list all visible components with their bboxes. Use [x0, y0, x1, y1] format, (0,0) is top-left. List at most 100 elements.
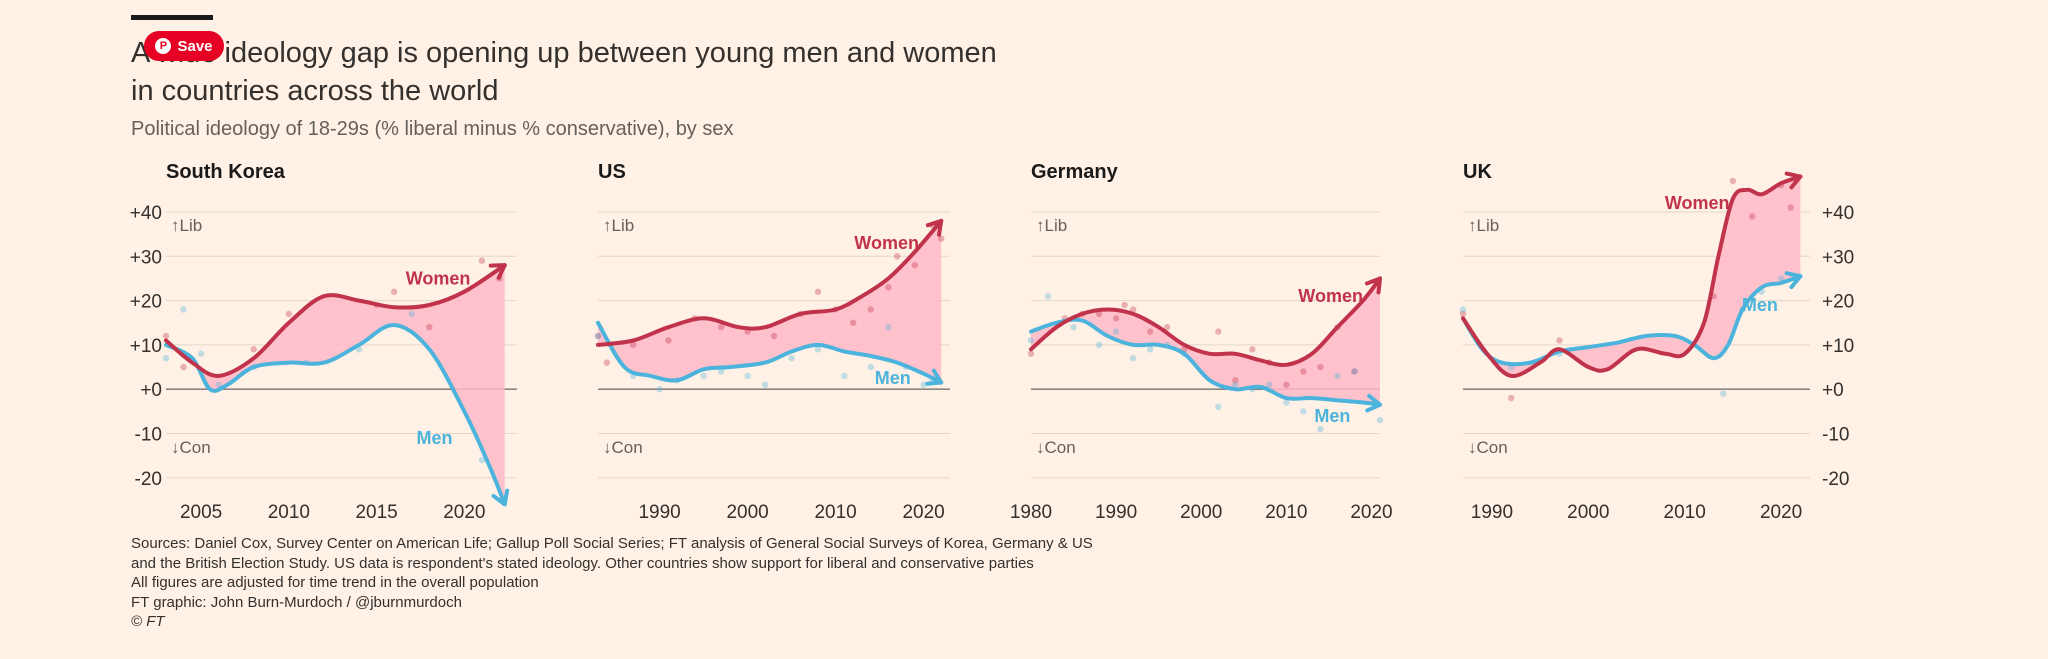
uk-women-arrow	[1784, 171, 1803, 190]
south-korea-women-label: Women	[406, 268, 471, 288]
germany-men-data-point	[1376, 417, 1384, 424]
uk-women-label: Women	[1665, 193, 1730, 213]
us-x-tick-label: 2010	[814, 502, 856, 523]
south-korea-x-tick-label: 2010	[268, 502, 310, 523]
south-korea-women-data-point	[478, 257, 486, 264]
us-women-arrow	[925, 218, 944, 237]
us-con-note: ↓Con	[603, 438, 643, 457]
uk-gap-fill	[1463, 176, 1801, 377]
uk-y-tick-label: +10	[1822, 336, 1854, 357]
title-line-2: in countries across the world	[131, 75, 499, 107]
germany-x-tick-label: 1980	[1010, 502, 1052, 523]
uk-y-tick-label: +30	[1822, 247, 1854, 268]
chart-title: A wide ideology gap is opening up betwee…	[131, 34, 1031, 110]
us-women-data-point	[718, 323, 725, 331]
south-korea-women-arrow	[488, 263, 507, 280]
germany-women-data-point	[1146, 328, 1154, 335]
germany-women-data-point	[1232, 377, 1239, 384]
germany-men-data-point	[1283, 399, 1290, 406]
germany-women-arrow	[1364, 276, 1382, 295]
germany-men-data-point	[1215, 403, 1222, 411]
adjustment-note: All figures are adjusted for time trend …	[131, 574, 539, 591]
us-women-line	[596, 218, 944, 347]
us-men-data-point	[867, 363, 874, 371]
germany-men-arrow	[1365, 393, 1382, 413]
us-women-label: Women	[854, 233, 919, 253]
germany-women-data-point	[1095, 310, 1103, 318]
us-panel-title: US	[598, 161, 626, 183]
germany-women-data-point	[1283, 381, 1290, 388]
south-korea-y-tick-label: +30	[130, 247, 162, 268]
uk-lib-note: ↑Lib	[1468, 216, 1499, 235]
us-women-data-point	[850, 319, 857, 326]
germany-lib-note: ↑Lib	[1036, 216, 1067, 235]
germany-men-line	[1029, 317, 1382, 407]
uk-women-data-point	[1556, 337, 1563, 344]
germany-men-data-point	[1044, 292, 1052, 300]
uk-women-data-point	[1729, 177, 1737, 185]
germany-men-data-point	[1317, 425, 1324, 433]
germany-men-data-point	[1232, 381, 1239, 388]
save-label: Save	[177, 37, 213, 55]
south-korea-y-tick-label: +0	[140, 380, 162, 401]
uk-x-tick-label: 1990	[1471, 502, 1513, 523]
uk-x-tick-label: 2010	[1664, 502, 1706, 523]
south-korea-men-data-point	[180, 306, 187, 313]
south-korea-x-tick-label: 2020	[443, 502, 485, 523]
south-korea-men-data-point	[478, 456, 486, 464]
south-korea-men-label: Men	[417, 428, 453, 448]
south-korea-y-tick-label: +10	[130, 336, 162, 357]
south-korea-women-data-point	[162, 332, 170, 340]
south-korea-y-tick-label: -10	[135, 425, 162, 446]
us-men-data-point	[841, 372, 848, 380]
us-women-data-point	[911, 261, 918, 269]
south-korea-women-data-point	[390, 288, 398, 295]
germany-women-data-point	[1215, 328, 1222, 335]
germany-x-tick-label: 2010	[1265, 502, 1307, 523]
us-men-data-point	[788, 354, 795, 362]
uk-y-tick-label: -20	[1822, 469, 1849, 490]
us-women-data-point	[594, 332, 602, 340]
germany-x-tick-label: 2000	[1180, 502, 1222, 523]
pinterest-save-button[interactable]: P Save	[144, 31, 224, 61]
uk-men-label: Men	[1742, 295, 1778, 315]
us-women-data-point	[603, 359, 610, 366]
uk-y-tick-label: -10	[1822, 425, 1849, 446]
south-korea-men-arrow	[491, 488, 510, 507]
south-korea-men-data-point	[162, 354, 170, 362]
germany-women-data-point	[1249, 346, 1256, 353]
germany-men-data-point	[1095, 341, 1103, 349]
south-korea-men-data-point	[197, 350, 205, 357]
us-women-data-point	[665, 337, 672, 344]
south-korea-women-data-point	[180, 363, 187, 371]
us-men-data-point	[920, 381, 927, 388]
uk-women-data-point	[1787, 204, 1794, 211]
germany-men-data-point	[1112, 328, 1120, 335]
us-x-tick-label: 2000	[726, 502, 768, 523]
uk-men-data-point	[1777, 275, 1785, 282]
us-men-data-point	[744, 372, 751, 380]
germany-panel-title: Germany	[1031, 161, 1119, 183]
south-korea-men-line	[164, 323, 507, 507]
us-gap-fill	[598, 220, 942, 383]
copyright: © FT	[131, 613, 165, 630]
us-men-arrow	[925, 368, 944, 386]
south-korea-women-data-point	[426, 323, 433, 331]
us-x-tick-label: 1990	[638, 502, 680, 523]
germany-x-tick-label: 2020	[1350, 502, 1392, 523]
germany-men-data-point	[1027, 337, 1035, 344]
south-korea-panel-title: South Korea	[166, 161, 286, 183]
south-korea-gap-fill	[166, 265, 505, 505]
pinterest-icon: P	[155, 38, 172, 54]
title-line-1: A wide ideology gap is opening up betwee…	[131, 37, 997, 69]
germany-men-data-point	[1070, 323, 1077, 331]
germany-women-label: Women	[1298, 286, 1363, 306]
germany-women-data-point	[1112, 315, 1120, 322]
uk-y-tick-label: +20	[1822, 292, 1854, 313]
germany-women-data-point	[1121, 301, 1128, 309]
uk-women-line	[1461, 174, 1803, 378]
germany-men-label: Men	[1314, 406, 1350, 426]
uk-men-arrow	[1784, 271, 1803, 290]
germany-con-note: ↓Con	[1036, 438, 1076, 457]
